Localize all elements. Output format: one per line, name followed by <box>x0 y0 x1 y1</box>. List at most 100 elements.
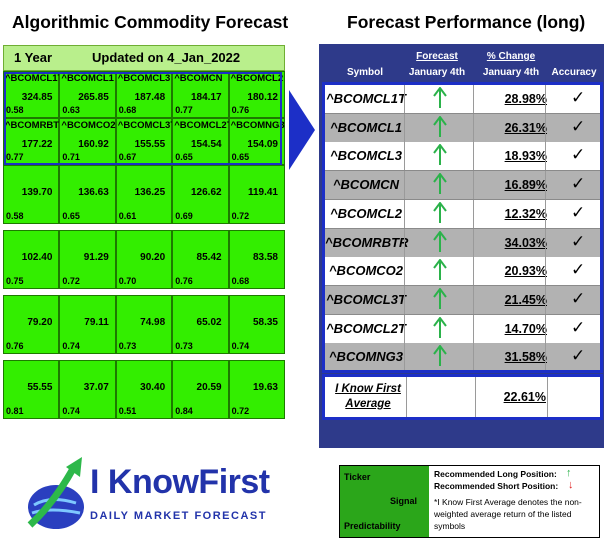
cell-signal: 160.92 <box>78 139 109 150</box>
heatmap-cell: 90.20 0.70 <box>115 230 173 289</box>
checkmark-icon: ✓ <box>571 317 586 337</box>
row-change: 21.45% <box>504 292 547 307</box>
right-arrow-icon <box>289 90 315 170</box>
row-symbol: ^BCOMCL3 <box>330 148 402 164</box>
divider <box>404 85 405 113</box>
cell-predictability: 0.77 <box>175 105 193 115</box>
divider <box>545 257 546 286</box>
logo-tagline: DAILY MARKET FORECAST <box>90 510 267 522</box>
divider <box>404 142 405 171</box>
row-symbol: ^BCOMCL2 <box>330 205 402 221</box>
heatmap-cell: 79.11 0.74 <box>59 295 116 354</box>
short-arrow-icon: ↓ <box>568 479 574 491</box>
cell-signal: 19.63 <box>252 382 278 393</box>
cell-signal: 79.11 <box>84 317 109 328</box>
checkmark-icon: ✓ <box>571 145 586 165</box>
cell-predictability: 0.73 <box>175 341 193 351</box>
legend-long: Recommended Long Position: <box>434 469 557 479</box>
cell-signal: 177.22 <box>21 139 53 150</box>
divider <box>473 85 474 113</box>
heatmap-cell: 139.70 0.58 <box>3 165 60 224</box>
cell-signal: 55.55 <box>27 382 53 393</box>
cell-signal: 139.70 <box>21 187 53 198</box>
left-title: Algorithmic Commodity Forecast <box>12 12 289 32</box>
cell-signal: 85.42 <box>196 252 222 263</box>
header-change-top: % Change <box>486 51 536 62</box>
heatmap-cell: ^BCOMCL3T 155.55 0.67 <box>115 118 173 165</box>
heatmap-cell: ^BCOMCO2 160.92 0.71 <box>59 118 116 165</box>
row-change: 12.32% <box>504 206 547 221</box>
row-symbol: ^BCOMNG3 <box>328 349 404 365</box>
divider <box>545 228 546 257</box>
cell-predictability: 0.74 <box>62 406 80 416</box>
cell-predictability: 0.58 <box>6 105 24 115</box>
cell-predictability: 0.67 <box>118 152 137 162</box>
checkmark-icon: ✓ <box>571 260 586 280</box>
cell-predictability: 0.72 <box>62 276 80 286</box>
cell-signal: 83.58 <box>252 252 278 263</box>
cell-symbol: ^BCOMRBTR <box>5 120 60 131</box>
heatmap-cell: 102.40 0.75 <box>3 230 60 289</box>
cell-symbol: ^BCOMCL2 <box>230 73 284 84</box>
divider <box>473 343 474 372</box>
cell-symbol: ^BCOMCL2T <box>174 120 230 131</box>
row-change: 31.58% <box>504 350 547 365</box>
divider <box>473 171 474 200</box>
cell-signal: 30.40 <box>140 382 166 393</box>
cell-signal: 154.09 <box>247 139 278 150</box>
cell-signal: 91.29 <box>83 252 109 263</box>
checkmark-icon: ✓ <box>571 116 586 136</box>
heatmap-cell: ^BCOMCL2T 154.54 0.65 <box>172 118 230 165</box>
legend-sample-cell: Ticker Signal Predictability <box>340 466 429 537</box>
divider <box>545 142 546 171</box>
logo-name: I KnowFirst <box>90 463 270 501</box>
heatmap-cell: 74.98 0.73 <box>115 295 173 354</box>
performance-row: ^BCOMNG3 31.58% ✓ <box>323 343 602 373</box>
cell-signal: 126.62 <box>190 187 222 198</box>
divider <box>404 314 405 343</box>
performance-row: ^BCOMRBTR 34.03% ✓ <box>323 228 602 258</box>
heatmap-cell: 55.55 0.81 <box>3 360 60 419</box>
cell-signal: 20.59 <box>196 382 222 393</box>
cell-symbol: ^BCOMCL1T <box>5 73 60 84</box>
divider <box>473 257 474 286</box>
heatmap-cell: ^BCOMCN 184.17 0.77 <box>172 71 229 118</box>
divider <box>404 228 405 257</box>
cell-signal: 58.35 <box>252 317 278 328</box>
row-change: 14.70% <box>504 321 547 336</box>
cell-symbol: ^BCOMCN <box>174 73 223 84</box>
performance-row: ^BCOMCN 16.89% ✓ <box>323 171 602 201</box>
checkmark-icon: ✓ <box>571 174 586 194</box>
up-arrow-icon <box>430 201 450 229</box>
heatmap-cell: 37.07 0.74 <box>59 360 116 419</box>
divider <box>473 228 474 257</box>
performance-row: ^BCOMCL1 26.31% ✓ <box>323 113 602 143</box>
checkmark-icon: ✓ <box>571 288 586 308</box>
divider <box>473 142 474 171</box>
up-arrow-icon <box>430 143 450 171</box>
cell-signal: 184.17 <box>190 92 222 103</box>
cell-predictability: 0.74 <box>62 341 80 351</box>
divider <box>545 314 546 343</box>
up-arrow-icon <box>430 344 450 372</box>
row-symbol: ^BCOMCL1 <box>330 119 402 135</box>
divider <box>404 285 405 314</box>
divider <box>545 343 546 372</box>
cell-signal: 65.02 <box>196 317 222 328</box>
row-symbol: ^BCOMCL3T <box>326 291 406 307</box>
cell-signal: 119.41 <box>247 187 278 198</box>
cell-predictability: 0.68 <box>231 276 250 286</box>
legend-ticker: Ticker <box>344 472 371 482</box>
divider <box>473 285 474 314</box>
divider <box>404 343 405 372</box>
cell-predictability: 0.76 <box>175 276 193 286</box>
cell-predictability: 0.76 <box>231 105 250 115</box>
cell-signal: 265.85 <box>78 92 109 103</box>
header-forecast: Forecast <box>407 51 467 62</box>
cell-predictability: 0.69 <box>175 211 193 221</box>
cell-signal: 136.25 <box>134 187 166 198</box>
cell-predictability: 0.73 <box>118 341 137 351</box>
cell-symbol: ^BCOMCL1 <box>61 73 114 84</box>
cell-predictability: 0.72 <box>231 406 250 416</box>
row-change: 20.93% <box>504 264 547 279</box>
